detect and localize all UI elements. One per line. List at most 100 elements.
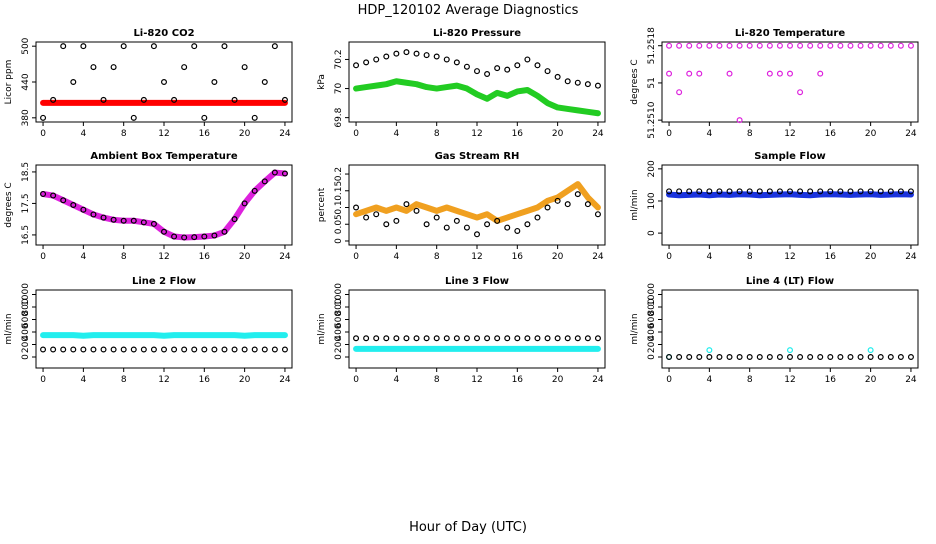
data-point <box>373 56 380 63</box>
data-point <box>140 346 147 353</box>
panel-title: Gas Stream RH <box>435 151 520 162</box>
data-point <box>696 354 703 361</box>
data-point <box>837 188 844 195</box>
data-point <box>907 188 914 195</box>
data-point <box>786 70 793 77</box>
data-point <box>766 70 773 77</box>
x-tick-label: 24 <box>905 129 917 139</box>
x-tick-label: 16 <box>825 375 837 385</box>
data-point <box>70 346 77 353</box>
y-axis-label: kPa <box>317 74 327 90</box>
data-point <box>191 43 198 50</box>
data-point <box>544 335 551 342</box>
plot-frame <box>661 164 919 246</box>
data-point <box>363 214 370 221</box>
data-point <box>817 70 824 77</box>
x-tick-label: 20 <box>865 129 877 139</box>
data-point <box>514 62 521 69</box>
data-point <box>60 43 67 50</box>
x-tick-label: 24 <box>279 129 291 139</box>
band-line <box>40 169 288 241</box>
data-point <box>706 42 713 49</box>
data-point <box>463 335 470 342</box>
data-point <box>40 114 47 121</box>
data-point <box>494 335 501 342</box>
y-tick-label: 200 <box>21 336 31 353</box>
data-point <box>161 78 168 85</box>
data-point <box>857 42 864 49</box>
data-point <box>80 346 87 353</box>
data-point <box>736 42 743 49</box>
y-tick-label: 400 <box>21 323 31 340</box>
data-point <box>383 335 390 342</box>
data-point <box>383 53 390 60</box>
x-tick-label: 16 <box>199 129 211 139</box>
y-tick-label: 0.2 <box>334 167 344 181</box>
band-line <box>40 332 288 339</box>
data-point <box>797 89 804 96</box>
data-point <box>554 73 561 80</box>
data-point <box>150 346 157 353</box>
x-tick-label: 16 <box>199 252 211 262</box>
data-point <box>453 335 460 342</box>
data-point <box>60 197 67 204</box>
data-point <box>70 202 77 209</box>
x-tick-label: 20 <box>552 375 564 385</box>
data-point <box>817 354 824 361</box>
data-point <box>90 211 97 218</box>
data-point <box>494 65 501 72</box>
x-tick-label: 20 <box>239 375 251 385</box>
x-tick-label: 12 <box>471 375 482 385</box>
data-point <box>413 50 420 57</box>
data-point <box>877 42 884 49</box>
plot-frame <box>35 289 293 369</box>
band-line <box>353 78 601 117</box>
data-point <box>897 188 904 195</box>
x-tick-label: 16 <box>825 252 837 262</box>
y-tick-label: 51 <box>647 77 657 88</box>
y-axis-label: ml/min <box>317 313 327 344</box>
data-point <box>666 188 673 195</box>
x-tick-label: 0 <box>666 375 672 385</box>
data-point <box>786 188 793 195</box>
data-point <box>50 96 57 103</box>
data-point <box>231 96 238 103</box>
x-tick-label: 16 <box>512 129 524 139</box>
data-point <box>676 42 683 49</box>
data-point <box>474 68 481 75</box>
data-point <box>746 42 753 49</box>
data-point <box>191 234 198 241</box>
data-point <box>80 43 87 50</box>
data-point <box>837 42 844 49</box>
x-tick-label: 8 <box>434 375 440 385</box>
data-point <box>756 188 763 195</box>
y-axis-label: degrees C <box>4 182 14 227</box>
x-tick-label: 16 <box>512 375 524 385</box>
data-point <box>211 78 218 85</box>
data-point <box>484 70 491 77</box>
data-point <box>201 233 208 240</box>
y-tick-label: 0.05 <box>334 214 344 234</box>
data-point <box>453 59 460 66</box>
data-point <box>363 59 370 66</box>
y-tick-label: 17.5 <box>21 193 31 213</box>
data-point <box>554 197 561 204</box>
data-point <box>797 354 804 361</box>
data-point <box>241 200 248 207</box>
y-tick-label: 0.15 <box>334 181 344 201</box>
y-tick-label: 0 <box>334 354 344 360</box>
x-tick-label: 8 <box>121 375 127 385</box>
data-point <box>554 335 561 342</box>
data-point <box>686 188 693 195</box>
panel-title: Ambient Box Temperature <box>90 151 237 162</box>
x-tick-label: 24 <box>279 375 291 385</box>
data-point <box>584 201 591 208</box>
plot-frame <box>348 164 606 246</box>
data-point <box>403 201 410 208</box>
y-axis-label: ml/min <box>630 189 640 220</box>
data-point <box>120 346 127 353</box>
y-tick-label: 800 <box>647 298 657 315</box>
band-line <box>353 181 601 224</box>
data-point <box>474 335 481 342</box>
data-point <box>544 68 551 75</box>
